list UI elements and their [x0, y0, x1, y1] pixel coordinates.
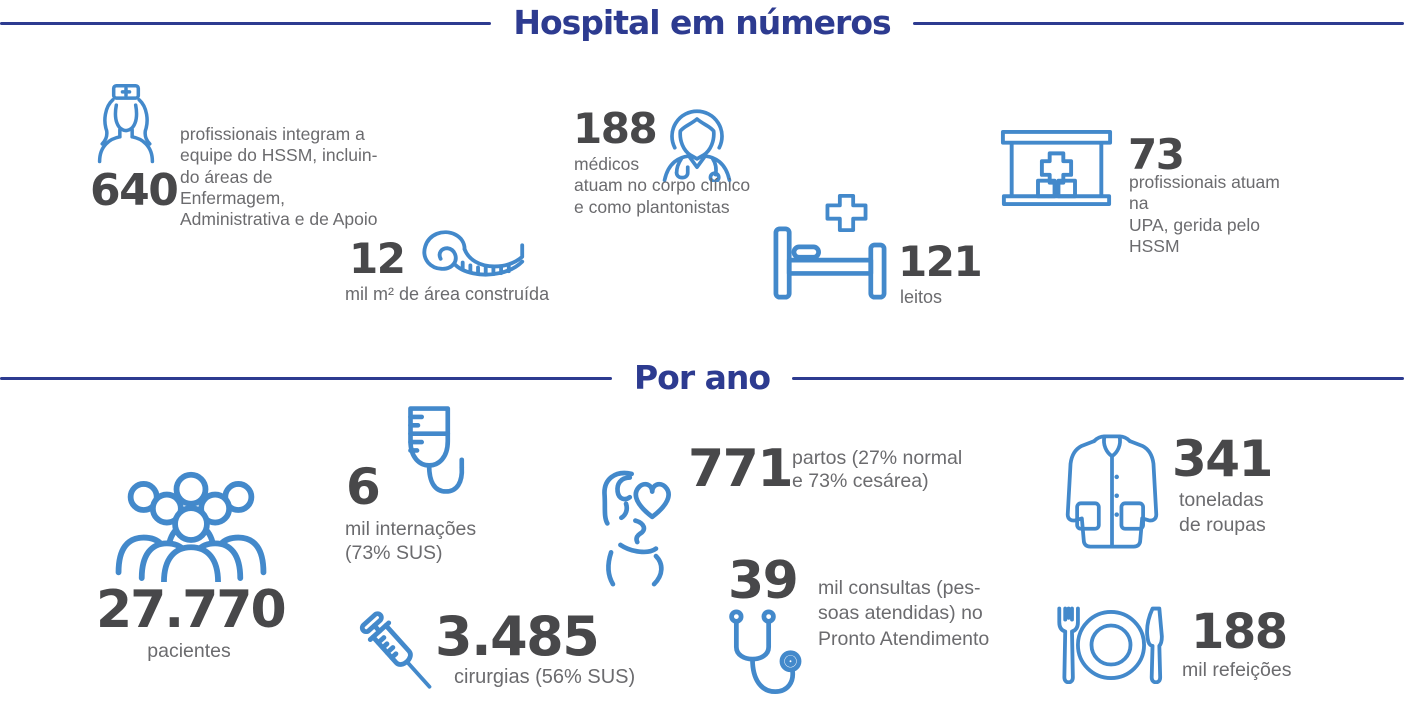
- header-hospital: Hospital em números: [0, 1, 1404, 45]
- stat-staff: 640 profissionais integram a equipe do H…: [90, 84, 380, 229]
- stat-label: toneladas de roupas: [1179, 489, 1266, 537]
- stat-label: partos (27% normal e 73% cesárea): [792, 447, 963, 493]
- stat-laundry: 341 toneladas de roupas: [1060, 428, 1300, 554]
- stat-doctors: 188 médicos atuam no corpo clínico e com…: [573, 94, 773, 224]
- stat-number: 188: [1191, 604, 1288, 660]
- stat-number: 39: [728, 551, 799, 611]
- stat-label: cirurgias (56% SUS): [454, 666, 636, 688]
- stat-label: leitos: [900, 287, 943, 307]
- stat-meals: 188 mil refeições: [1052, 599, 1322, 691]
- stat-label: pacientes: [147, 640, 231, 662]
- stat-number: 27.770: [96, 580, 287, 640]
- lab-coat-icon: [1063, 433, 1161, 551]
- title-rule-left: [0, 21, 492, 25]
- stat-number: 12: [349, 234, 406, 283]
- stat-upa: 73 profissionais atuam na UPA, gerida pe…: [1000, 126, 1300, 256]
- stat-number: 3.485: [435, 605, 600, 668]
- people-group-icon: [113, 468, 269, 582]
- stat-number: 121: [898, 237, 983, 286]
- stat-number: 73: [1128, 130, 1185, 179]
- stat-consultations: 39 mil consultas (pes- soas atendidas) n…: [716, 549, 1016, 704]
- stat-label: profissionais atuam na UPA, gerida pelo …: [1129, 172, 1280, 257]
- title-rule-left: [0, 376, 612, 380]
- stethoscope-icon: [719, 609, 805, 704]
- stat-births: 771 partos (27% normal e 73% cesárea): [596, 441, 996, 591]
- stat-number: 640: [90, 165, 179, 216]
- meal-icon: [1053, 606, 1169, 684]
- section-title-per-year: Por ano: [633, 358, 771, 398]
- stat-label: mil refeições: [1182, 659, 1292, 681]
- stat-beds: 121 leitos: [770, 193, 983, 308]
- stat-admissions: 6 mil internações (73% SUS): [344, 404, 514, 574]
- title-rule-right: [912, 21, 1404, 25]
- section-title-hospital: Hospital em números: [513, 3, 891, 43]
- nurse-icon: [90, 84, 162, 172]
- stat-label: profissionais integram a equipe do HSSM,…: [180, 124, 378, 230]
- stat-label: mil m² de área construída: [345, 284, 550, 304]
- stat-label: mil consultas (pes- soas atendidas) no P…: [818, 577, 990, 650]
- title-rule-right: [792, 376, 1404, 380]
- stat-number: 6: [346, 458, 381, 516]
- stat-label: médicos atuam no corpo clínico e como pl…: [574, 154, 751, 217]
- stat-surgeries: 3.485 cirurgias (56% SUS): [352, 601, 662, 704]
- medical-cross-icon: [824, 193, 869, 233]
- syringe-icon: [355, 604, 445, 704]
- hospital-building-icon: [1000, 130, 1113, 206]
- pregnant-woman-icon: [598, 468, 684, 590]
- measuring-tape-icon: [407, 223, 527, 283]
- stat-number: 341: [1172, 430, 1273, 488]
- stat-area: 12 mil m² de área construída: [345, 221, 555, 311]
- stat-number: 188: [573, 104, 658, 153]
- hospital-bed-icon: [770, 226, 890, 300]
- doctor-icon: [655, 94, 739, 182]
- header-per-year: Por ano: [0, 356, 1404, 400]
- stat-label: mil internações (73% SUS): [345, 518, 477, 564]
- stat-number: 771: [688, 439, 794, 499]
- iv-bag-icon: [390, 404, 472, 510]
- stat-patients: 27.770 pacientes: [96, 466, 287, 671]
